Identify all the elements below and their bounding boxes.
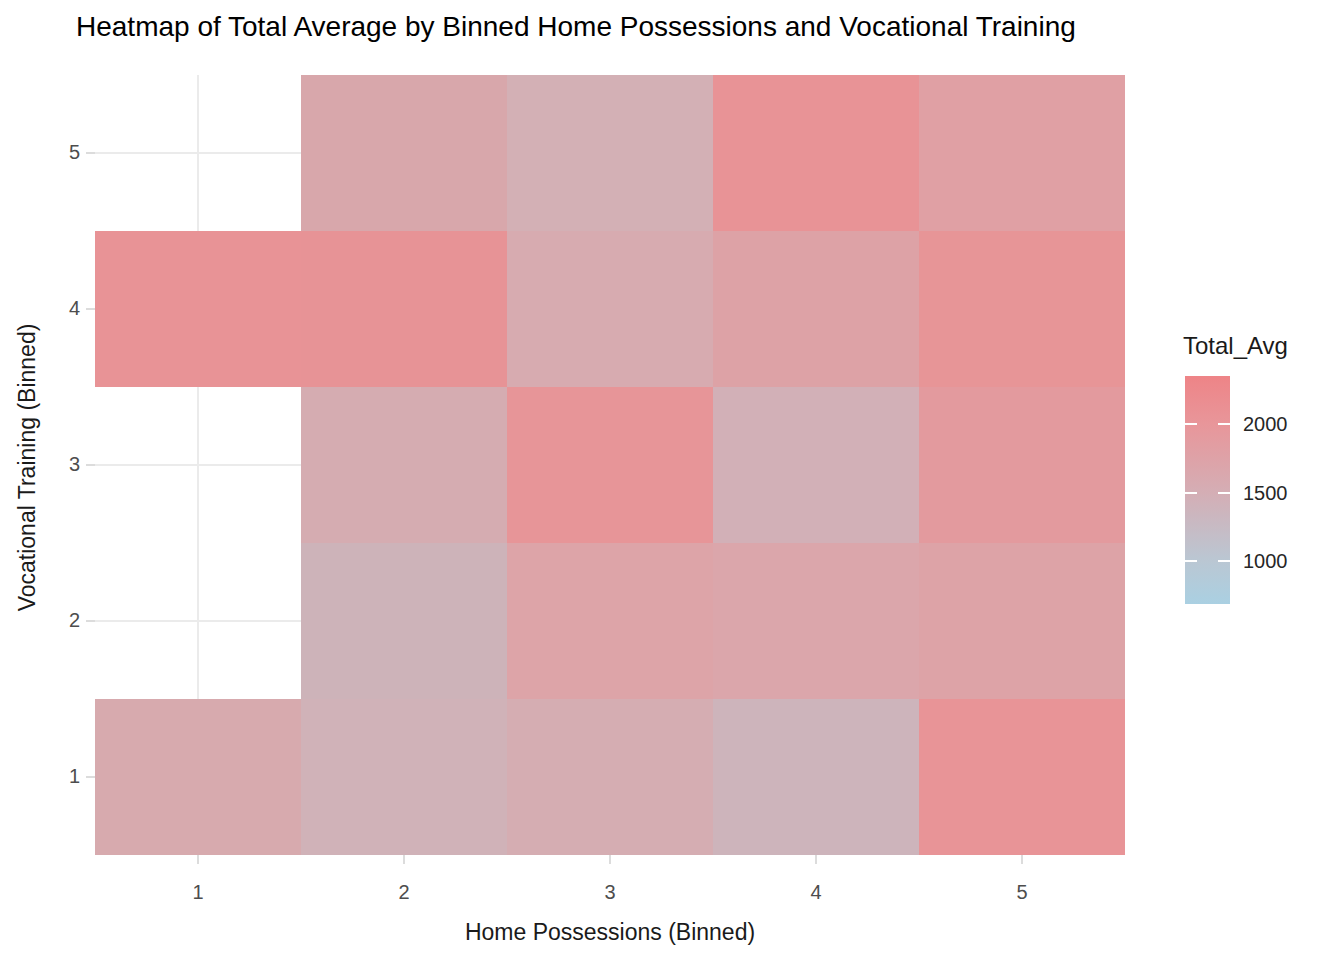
heatmap-cell <box>301 231 507 387</box>
legend-tick-mark <box>1218 560 1230 562</box>
heatmap-cell <box>301 699 507 855</box>
legend-title: Total_Avg <box>1183 332 1288 360</box>
y-tick-label: 2 <box>38 609 80 632</box>
heatmap-cell <box>301 75 507 231</box>
y-tick-label: 4 <box>38 297 80 320</box>
heatmap-cell <box>919 387 1125 543</box>
heatmap-cell <box>507 231 713 387</box>
heatmap-cell <box>919 699 1125 855</box>
legend-tick-label: 2000 <box>1243 413 1313 436</box>
x-tick-mark <box>197 855 199 864</box>
legend-tick-label: 1500 <box>1243 482 1313 505</box>
heatmap-cell <box>713 231 919 387</box>
heatmap-figure: Heatmap of Total Average by Binned Home … <box>0 0 1344 960</box>
heatmap-cell <box>713 75 919 231</box>
heatmap-cell <box>507 543 713 699</box>
heatmap-cell <box>713 543 919 699</box>
x-tick-mark <box>403 855 405 864</box>
y-tick-mark <box>86 620 95 622</box>
y-axis-title: Vocational Training (Binned) <box>14 208 41 728</box>
heatmap-cell <box>95 699 301 855</box>
legend-gradient-bar <box>1185 376 1230 604</box>
heatmap-cell <box>507 699 713 855</box>
x-tick-label: 2 <box>374 881 434 904</box>
legend-tick-mark <box>1218 423 1230 425</box>
y-tick-mark <box>86 776 95 778</box>
heatmap-cell <box>713 699 919 855</box>
y-tick-mark <box>86 152 95 154</box>
legend-tick-label: 1000 <box>1243 550 1313 573</box>
y-tick-label: 1 <box>38 765 80 788</box>
heatmap-cell <box>507 387 713 543</box>
x-tick-mark <box>815 855 817 864</box>
y-tick-label: 5 <box>38 141 80 164</box>
x-tick-label: 4 <box>786 881 846 904</box>
y-tick-mark <box>86 308 95 310</box>
x-tick-mark <box>1021 855 1023 864</box>
x-tick-mark <box>609 855 611 864</box>
legend-tick-mark <box>1185 423 1197 425</box>
heatmap-cell <box>507 75 713 231</box>
heatmap-cell <box>713 387 919 543</box>
x-tick-label: 1 <box>168 881 228 904</box>
legend-tick-mark <box>1185 560 1197 562</box>
plot-title: Heatmap of Total Average by Binned Home … <box>76 11 1076 43</box>
plot-panel <box>95 75 1125 855</box>
heatmap-cell <box>95 231 301 387</box>
heatmap-cell <box>301 387 507 543</box>
x-axis-title: Home Possessions (Binned) <box>95 919 1125 946</box>
x-tick-label: 3 <box>580 881 640 904</box>
legend-tick-mark <box>1218 492 1230 494</box>
x-tick-label: 5 <box>992 881 1052 904</box>
heatmap-cell <box>919 75 1125 231</box>
y-tick-mark <box>86 464 95 466</box>
heatmap-cell <box>919 543 1125 699</box>
heatmap-cell <box>919 231 1125 387</box>
legend-tick-mark <box>1185 492 1197 494</box>
y-tick-label: 3 <box>38 453 80 476</box>
heatmap-cell <box>301 543 507 699</box>
